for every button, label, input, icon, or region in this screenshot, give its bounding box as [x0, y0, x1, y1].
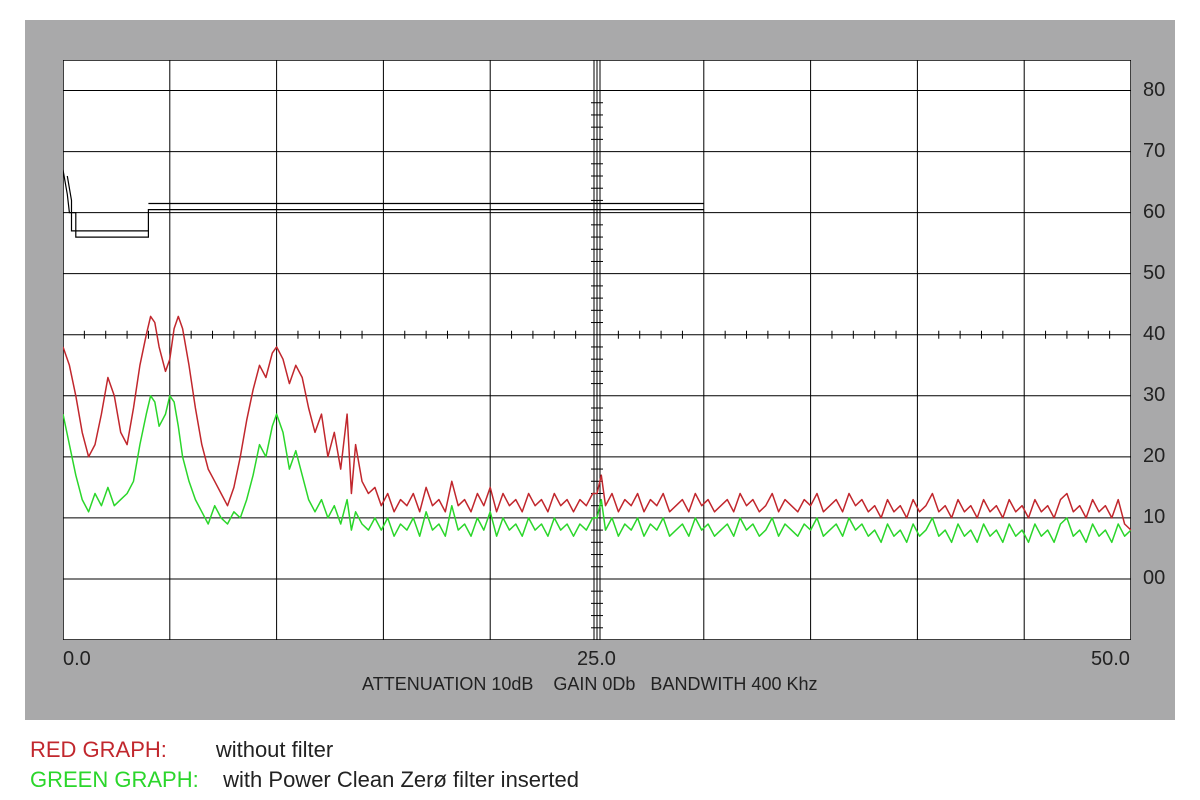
legend-text-green: with Power Clean Zerø filter inserted: [223, 767, 579, 792]
legend-caption: RED GRAPH: without filter GREEN GRAPH: w…: [30, 735, 579, 794]
legend-key-green: GREEN GRAPH:: [30, 767, 199, 792]
legend-key-red: RED GRAPH:: [30, 737, 167, 762]
y-tick-label-30: 30: [1143, 384, 1165, 407]
y-tick-label-20: 20: [1143, 445, 1165, 468]
x-tick-label-2: 50.0: [1091, 648, 1130, 671]
annotation-line: ATTENUATION 10dB GAIN 0Db BANDWITH 400 K…: [362, 674, 817, 695]
y-tick-label-80: 80: [1143, 79, 1165, 102]
y-tick-label-70: 70: [1143, 140, 1165, 163]
x-tick-label-1: 25.0: [577, 648, 616, 671]
chart-svg: [63, 60, 1131, 640]
x-tick-label-0: 0.0: [63, 648, 91, 671]
chart-plot-area: [63, 60, 1131, 640]
y-tick-label-40: 40: [1143, 323, 1165, 346]
y-tick-label-00: 00: [1143, 567, 1165, 590]
legend-row-red: RED GRAPH: without filter: [30, 735, 579, 765]
legend-row-green: GREEN GRAPH: with Power Clean Zerø filte…: [30, 765, 579, 795]
y-tick-label-60: 60: [1143, 201, 1165, 224]
legend-text-red: without filter: [216, 737, 333, 762]
y-tick-label-50: 50: [1143, 262, 1165, 285]
chart-frame: 0.0 25.0 50.0 ATTENUATION 10dB GAIN 0Db …: [25, 20, 1175, 720]
y-tick-label-10: 10: [1143, 506, 1165, 529]
